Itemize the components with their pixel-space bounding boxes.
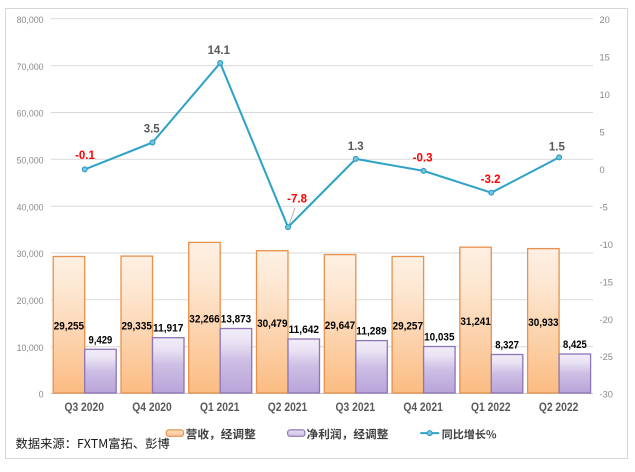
svg-text:30,479: 30,479	[257, 318, 287, 330]
svg-text:-10: -10	[600, 240, 613, 250]
svg-text:0: 0	[600, 165, 605, 175]
svg-text:70,000: 70,000	[17, 62, 44, 72]
svg-text:Q4 2020: Q4 2020	[132, 400, 172, 414]
svg-text:8,327: 8,327	[495, 340, 519, 352]
svg-text:30,933: 30,933	[528, 317, 558, 329]
svg-text:Q2 2022: Q2 2022	[539, 400, 579, 414]
svg-text:13,873: 13,873	[221, 314, 251, 326]
svg-text:-5: -5	[600, 202, 608, 212]
svg-text:50,000: 50,000	[17, 156, 44, 166]
svg-text:11,642: 11,642	[289, 324, 319, 336]
svg-text:8,425: 8,425	[563, 339, 587, 351]
svg-text:-20: -20	[600, 315, 613, 325]
svg-text:-25: -25	[600, 352, 613, 362]
svg-text:11,917: 11,917	[153, 323, 183, 335]
svg-text:3.5: 3.5	[144, 124, 161, 136]
svg-text:29,647: 29,647	[325, 320, 355, 332]
svg-text:10,035: 10,035	[424, 332, 454, 344]
svg-text:Q3 2020: Q3 2020	[64, 400, 104, 414]
svg-text:30,000: 30,000	[17, 249, 44, 259]
svg-text:Q4 2021: Q4 2021	[403, 400, 443, 414]
svg-text:31,241: 31,241	[460, 316, 490, 328]
svg-text:Q1 2022: Q1 2022	[471, 400, 511, 414]
svg-text:1.3: 1.3	[348, 141, 364, 153]
svg-text:Q1 2021: Q1 2021	[200, 400, 240, 414]
svg-text:14.1: 14.1	[208, 45, 231, 57]
svg-text:9,429: 9,429	[89, 334, 113, 346]
svg-text:-7.8: -7.8	[287, 194, 307, 206]
svg-text:20: 20	[600, 15, 610, 25]
svg-text:-15: -15	[600, 277, 613, 287]
svg-text:0: 0	[39, 390, 44, 400]
svg-text:15: 15	[600, 53, 610, 63]
svg-text:Q2 2021: Q2 2021	[268, 400, 308, 414]
svg-text:-3.2: -3.2	[481, 174, 501, 186]
svg-text:40,000: 40,000	[17, 202, 44, 212]
svg-text:32,266: 32,266	[189, 314, 219, 326]
svg-text:10: 10	[600, 90, 610, 100]
svg-text:29,255: 29,255	[54, 321, 84, 333]
svg-text:Q3 2021: Q3 2021	[336, 400, 376, 414]
svg-text:60,000: 60,000	[17, 109, 44, 119]
svg-text:-0.1: -0.1	[75, 150, 95, 162]
svg-text:80,000: 80,000	[17, 15, 44, 25]
svg-text:-30: -30	[600, 390, 613, 400]
svg-text:29,335: 29,335	[122, 321, 152, 333]
svg-text:11,289: 11,289	[356, 326, 386, 338]
svg-text:5: 5	[600, 127, 605, 137]
svg-text:-0.3: -0.3	[413, 152, 433, 164]
svg-text:1.5: 1.5	[549, 142, 566, 154]
svg-text:10,000: 10,000	[17, 343, 44, 353]
svg-text:29,257: 29,257	[393, 321, 423, 333]
svg-text:20,000: 20,000	[17, 296, 44, 306]
